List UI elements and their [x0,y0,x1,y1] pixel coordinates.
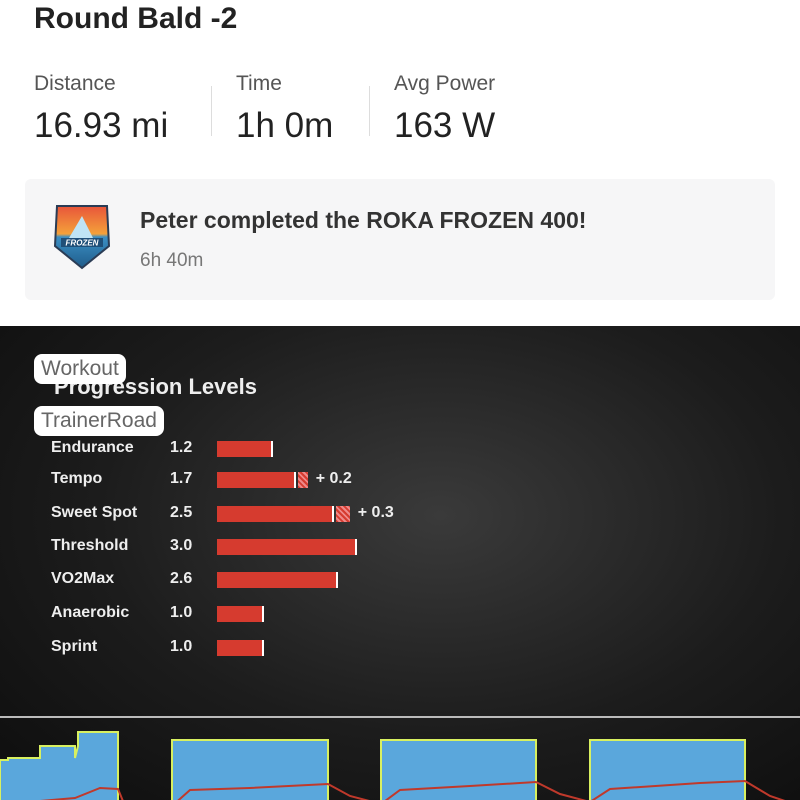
stat-time: Time 1h 0m [236,72,333,146]
activity-photo[interactable]: Workout TrainerRoad Progression Levels E… [0,326,800,800]
level-bar [217,606,264,622]
workout-target-intervals [0,731,746,800]
stat-value: 1h 0m [236,106,334,145]
photo-tag-trainerroad[interactable]: TrainerRoad [34,406,164,436]
achievement-time: 6h 40m [140,250,204,271]
category-label: Threshold [51,537,129,554]
level-bar [217,506,334,522]
progression-row: Sprint 1.0 [0,638,500,658]
progression-row: Sweet Spot 2.5 + 0.3 [0,504,500,524]
svg-text:FROZEN: FROZEN [66,239,99,248]
category-label: VO2Max [51,570,115,587]
level-bar [217,472,297,488]
level-bar [217,572,339,588]
stat-avg-power: Avg Power 163 W [394,72,495,146]
level-value: 3.0 [170,537,193,554]
progression-row: Tempo 1.7 + 0.2 [0,470,500,490]
stat-value: 163 W [394,106,496,145]
level-bar [217,441,274,457]
divider [211,86,212,136]
level-value: 2.5 [170,504,193,521]
divider [369,86,370,136]
category-label: Sprint [51,638,98,655]
delta-label: + 0.2 [315,470,352,487]
divider-line [0,716,800,718]
level-value: 1.7 [170,470,193,487]
power-line [39,779,786,800]
stat-label: Avg Power [394,72,496,95]
level-value: 1.2 [170,439,193,456]
category-label: Endurance [51,439,134,456]
roka-frozen-badge-icon: FROZEN [53,205,111,270]
progression-row: VO2Max 2.6 [0,570,500,590]
stat-label: Time [236,72,282,95]
category-label: Anaerobic [51,604,130,621]
stat-value: 16.93 mi [34,106,169,145]
category-label: Tempo [51,470,103,487]
photo-tag-workout[interactable]: Workout [34,354,126,384]
activity-title: Round Bald -2 [34,2,238,35]
delta-label: + 0.3 [357,504,394,521]
progression-row: Threshold 3.0 [0,537,500,557]
stat-distance: Distance 16.93 mi [34,72,168,146]
workout-profile-graph [0,731,786,800]
achievement-card[interactable] [25,179,775,300]
level-value: 1.0 [170,604,193,621]
category-label: Sweet Spot [51,504,138,521]
progression-row: Anaerobic 1.0 [0,604,500,624]
level-value: 2.6 [170,570,193,587]
level-delta-bar [335,506,350,522]
level-value: 1.0 [170,638,193,655]
achievement-title[interactable]: Peter completed the ROKA FROZEN 400! [140,207,587,233]
level-bar [217,539,358,555]
level-bar [217,640,264,656]
stat-label: Distance [34,72,116,95]
level-delta-bar [298,472,308,488]
progression-row: Endurance 1.2 [0,439,500,459]
